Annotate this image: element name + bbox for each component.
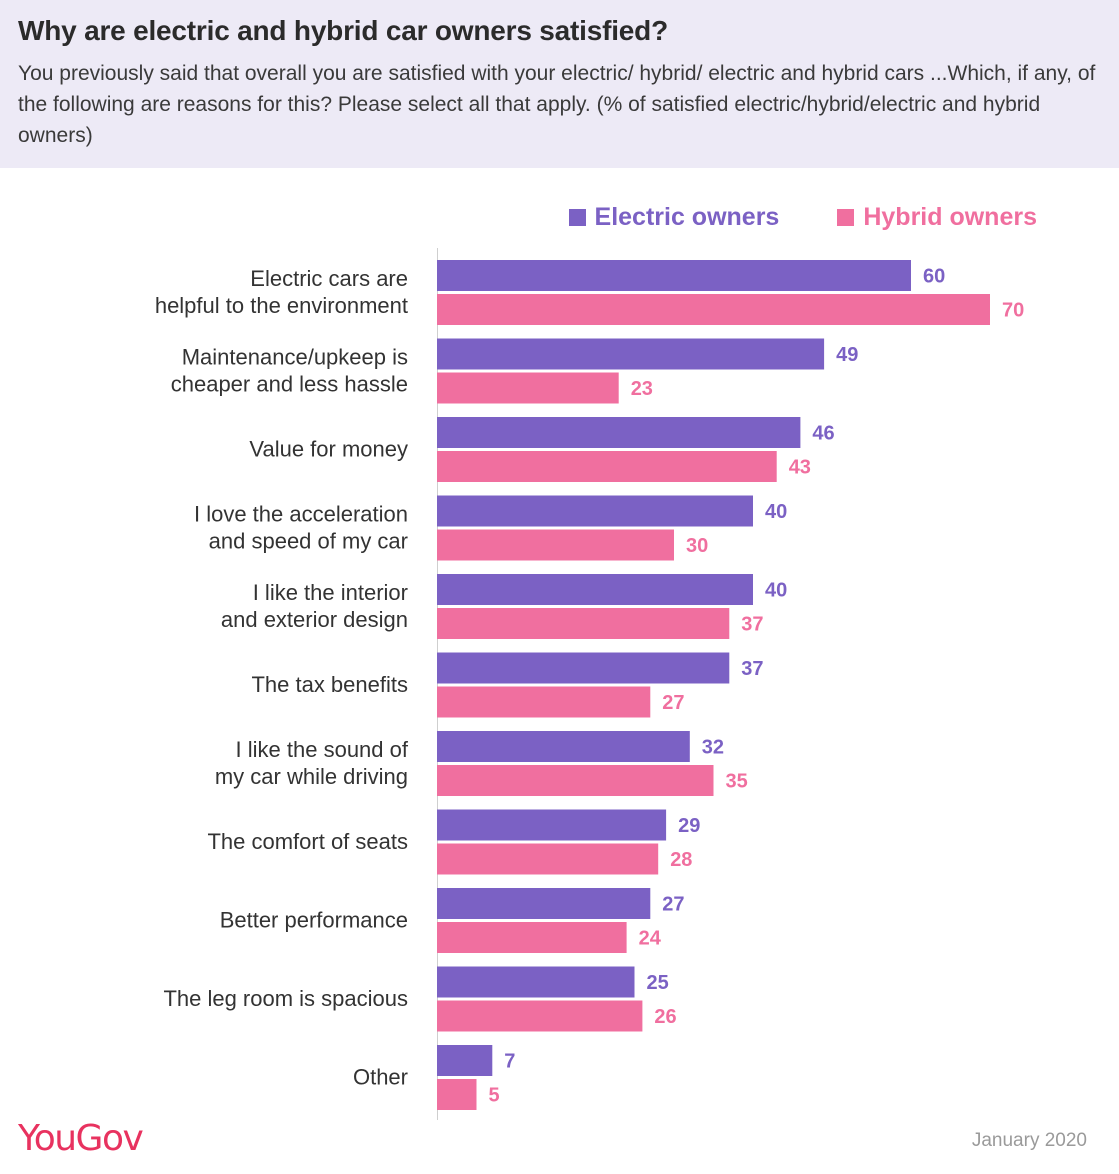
category-label: I like the interior and exterior design (221, 580, 408, 632)
legend-item-electric: Electric owners (568, 202, 780, 232)
bar-hybrid (437, 451, 777, 482)
bar-electric (437, 1045, 493, 1076)
legend-swatch-electric (568, 208, 586, 226)
value-label-hybrid: 70 (1002, 300, 1024, 322)
bar-hybrid (437, 608, 730, 639)
category-label: I love the acceleration and speed of my c… (194, 502, 408, 554)
legend-label-electric: Electric owners (594, 202, 780, 231)
category-label: Electric cars are helpful to the environm… (155, 266, 408, 318)
chart-legend: Electric owners Hybrid owners (568, 200, 1037, 234)
bar-hybrid (437, 294, 990, 325)
value-label-electric: 60 (923, 266, 945, 288)
yougov-logo: YouGov (18, 1118, 144, 1159)
value-label-hybrid: 23 (631, 378, 653, 400)
bar-electric (437, 652, 730, 684)
chart-header: Why are electric and hybrid car owners s… (0, 0, 1119, 168)
category-label: Better performance (220, 908, 408, 933)
value-label-electric: 40 (765, 580, 787, 602)
bar-hybrid (437, 922, 627, 953)
value-label-hybrid: 35 (726, 771, 748, 793)
bar-hybrid (437, 686, 651, 718)
value-label-hybrid: 27 (662, 692, 684, 714)
bar-chart: Electric cars are helpful to the environm… (155, 248, 1024, 1120)
category-label: The comfort of seats (207, 829, 408, 854)
value-label-electric: 32 (702, 737, 724, 759)
category-label: Maintenance/upkeep is cheaper and less ha… (171, 345, 408, 397)
value-label-electric: 37 (741, 658, 763, 680)
bar-electric (437, 260, 911, 291)
value-label-electric: 27 (662, 894, 684, 916)
bar-electric (437, 809, 667, 841)
bar-electric (437, 417, 801, 448)
bar-electric (437, 888, 651, 919)
legend-item-hybrid: Hybrid owners (837, 203, 1037, 232)
value-label-hybrid: 30 (686, 535, 708, 557)
category-label: I like the sound of my car while driving (215, 737, 409, 789)
bar-electric (437, 731, 690, 762)
publication-date: January 2020 (971, 1130, 1087, 1151)
value-label-electric: 46 (812, 423, 834, 445)
value-label-electric: 25 (647, 972, 669, 994)
bar-hybrid (437, 372, 619, 404)
legend-label-hybrid: Hybrid owners (863, 202, 1037, 231)
chart-subtitle: You previously said that overall you are… (18, 62, 1096, 147)
bar-electric (437, 574, 753, 605)
bar-hybrid (437, 1000, 643, 1032)
value-label-hybrid: 43 (789, 457, 811, 479)
category-label: The tax benefits (251, 672, 408, 697)
bar-electric (437, 966, 635, 998)
value-label-hybrid: 26 (654, 1006, 676, 1028)
chart-title: Why are electric and hybrid car owners s… (18, 15, 668, 46)
bar-hybrid (437, 1079, 477, 1110)
bar-hybrid (437, 529, 674, 561)
bar-hybrid (437, 765, 714, 796)
bar-electric (437, 495, 753, 527)
value-label-electric: 7 (504, 1051, 515, 1073)
value-label-hybrid: 24 (639, 928, 662, 950)
value-label-hybrid: 37 (741, 614, 763, 636)
value-label-hybrid: 5 (489, 1085, 500, 1107)
legend-swatch-hybrid (837, 208, 855, 226)
bar-electric (437, 338, 825, 370)
category-label: Value for money (249, 437, 408, 462)
value-label-electric: 40 (765, 501, 787, 523)
category-label: Other (353, 1065, 408, 1090)
category-label: The leg room is spacious (163, 986, 408, 1011)
value-label-electric: 49 (836, 344, 858, 366)
bar-hybrid (437, 843, 659, 875)
value-label-electric: 29 (678, 815, 700, 837)
value-label-hybrid: 28 (670, 849, 692, 871)
